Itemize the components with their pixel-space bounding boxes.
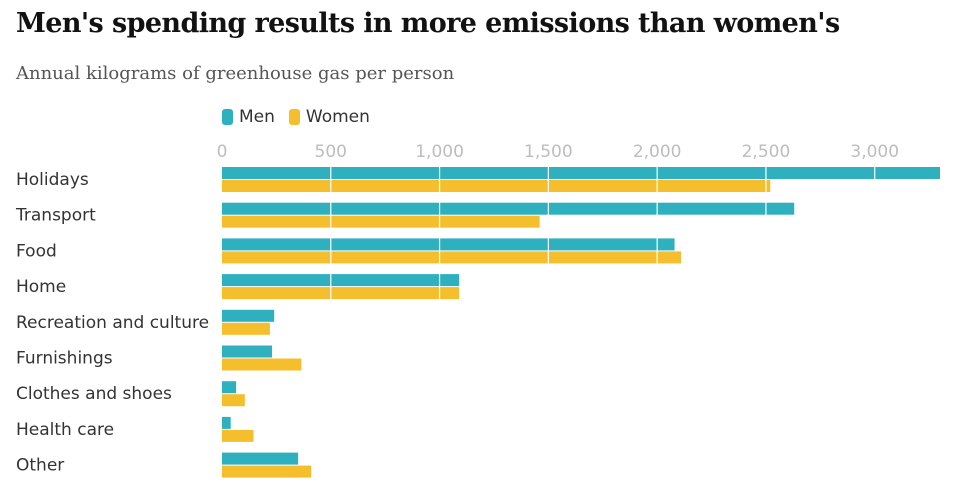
category-label: Food: [16, 241, 57, 261]
x-tick-label: 1,500: [524, 142, 573, 162]
category-label: Transport: [15, 206, 96, 226]
category-label: Health care: [16, 420, 114, 440]
legend-item-men: Men: [222, 107, 275, 127]
bar-women: [222, 358, 302, 371]
category-label: Clothes and shoes: [16, 384, 172, 404]
bar-men: [222, 167, 940, 179]
bar-men: [222, 416, 231, 429]
category-label: Holidays: [16, 170, 89, 190]
x-tick-label: 3,000: [850, 142, 899, 162]
chart-title: Men's spending results in more emissions…: [16, 8, 840, 39]
bars: [222, 167, 940, 478]
legend-swatch-men: [222, 109, 233, 125]
category-label: Recreation and culture: [16, 313, 209, 333]
legend-item-women: Women: [288, 107, 370, 127]
bar-men: [222, 452, 299, 465]
bar-women: [222, 215, 540, 228]
chart-subtitle: Annual kilograms of greenhouse gas per p…: [16, 63, 455, 84]
x-tick-label: 500: [315, 142, 347, 162]
bar-women: [222, 429, 254, 442]
bar-women: [222, 251, 682, 264]
x-tick-label: 2,500: [742, 142, 791, 162]
bar-women: [222, 180, 771, 192]
category-label: Other: [16, 456, 64, 476]
legend-label-men: Men: [239, 107, 275, 127]
bar-women: [222, 465, 312, 478]
bar-men: [222, 381, 237, 394]
bar-women: [222, 287, 460, 300]
legend-swatch-women: [288, 109, 300, 125]
x-tick-label: 0: [217, 142, 228, 162]
bar-men: [222, 345, 273, 358]
bar-men: [222, 202, 795, 215]
chart-legend: Men Women: [222, 107, 384, 127]
bar-women: [222, 322, 270, 335]
bar-women: [222, 394, 245, 407]
category-label: Furnishings: [16, 349, 113, 369]
category-label: Home: [16, 277, 66, 297]
legend-label-women: Women: [305, 107, 370, 127]
bar-men: [222, 274, 460, 287]
x-tick-label: 1,000: [415, 142, 464, 162]
x-tick-label: 2,000: [633, 142, 682, 162]
bar-men: [222, 238, 675, 251]
bar-men: [222, 309, 275, 322]
